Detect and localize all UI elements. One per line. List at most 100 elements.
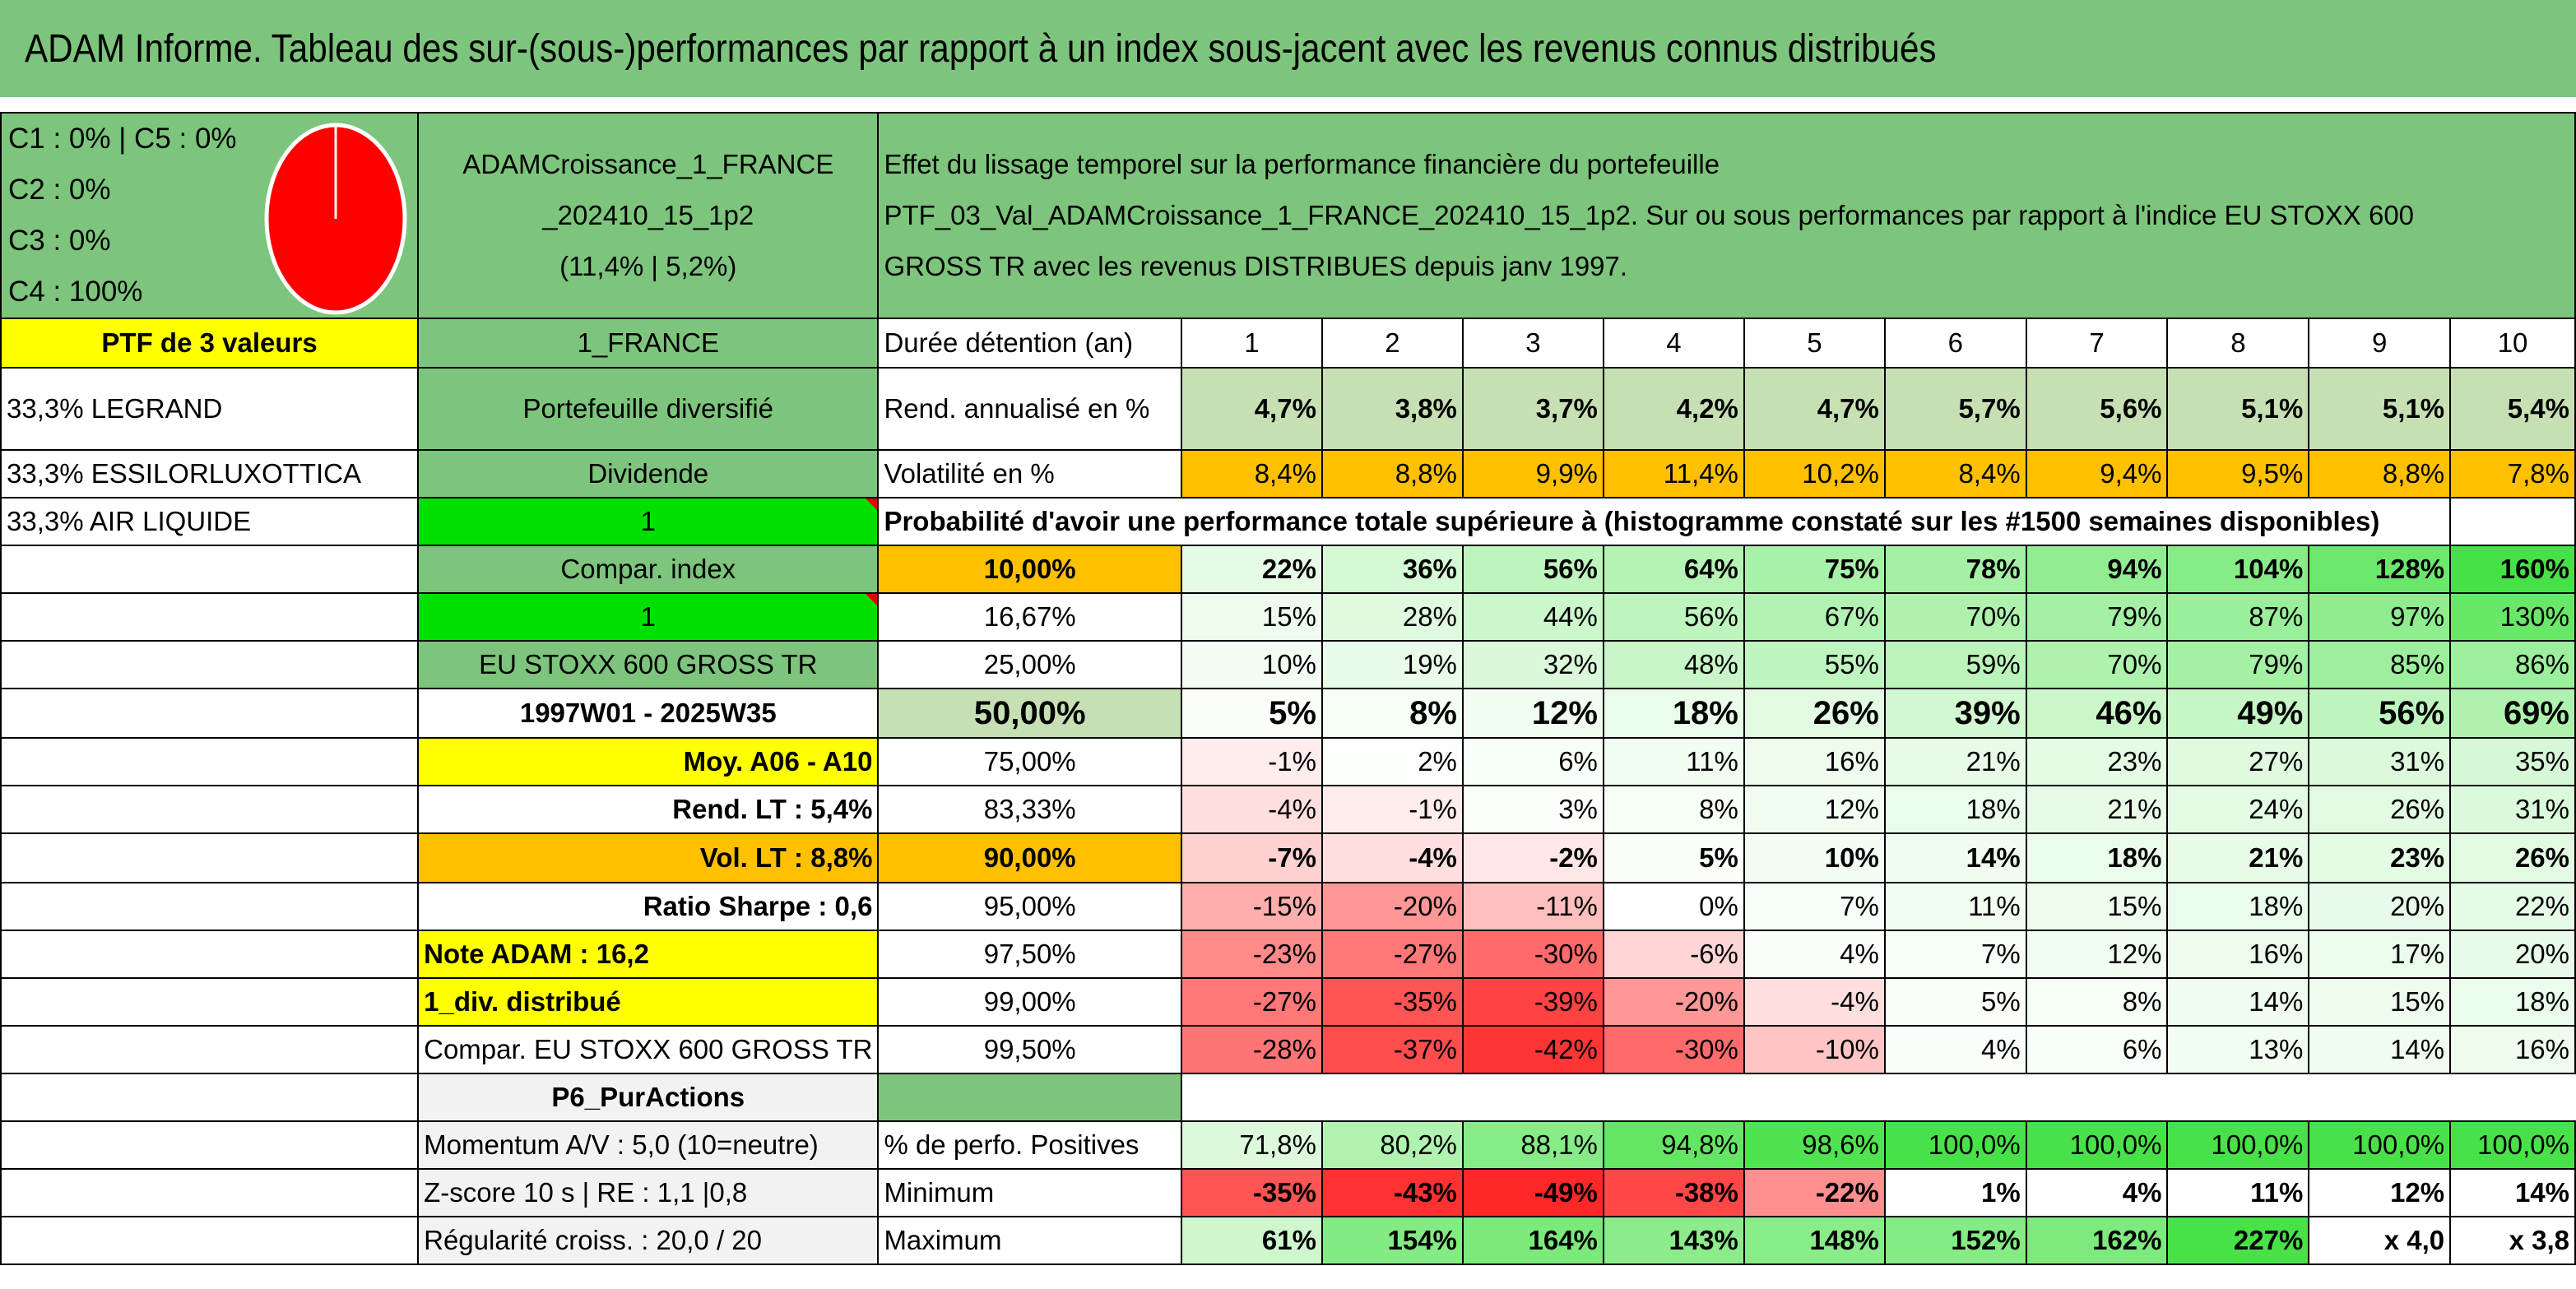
minimum-value: -38% xyxy=(1602,1168,1745,1217)
zscore-label: Z-score 10 s | RE : 1,1 |0,8 xyxy=(417,1168,880,1217)
minimum-value: 11% xyxy=(2166,1168,2310,1217)
quantile-value: 23% xyxy=(2308,832,2452,883)
volatility-value: 7,8% xyxy=(2449,449,2576,498)
table-row: Note ADAM : 16,2 97,50% -23% -27% -30% -6% 4% 7… xyxy=(0,930,2576,979)
holding-item: 33,3% LEGRAND xyxy=(0,367,420,451)
quantile-label: 95,00% xyxy=(877,882,1182,931)
quantile-value: -1% xyxy=(1320,785,1464,834)
portfolio-description-line: PTF_03_Val_ADAMCroissance_1_FRANCE_20241… xyxy=(884,200,2415,230)
sharpe-ratio: Ratio Sharpe : 0,6 xyxy=(417,882,880,931)
quantile-value: 39% xyxy=(1883,688,2027,739)
quantile-value: 94% xyxy=(2025,545,2169,594)
left-spacer xyxy=(0,832,420,883)
quantile-value: 20% xyxy=(2449,930,2576,979)
positive-value: 71,8% xyxy=(1180,1120,1323,1170)
table-row: P6_PurActions xyxy=(0,1073,2575,1122)
quantile-value: 8% xyxy=(1320,688,1464,739)
minimum-value: -49% xyxy=(1461,1168,1604,1217)
quantile-value: -4% xyxy=(1320,832,1464,883)
quantile-value: 16% xyxy=(2449,1025,2576,1074)
compar-index-label: Compar. index xyxy=(417,545,880,594)
ptf-count-label: PTF de 3 valeurs xyxy=(0,318,420,369)
quantile-value: 130% xyxy=(2449,592,2576,642)
allocation-legend-line: C4 : 100% xyxy=(8,276,143,308)
left-spacer xyxy=(0,977,420,1027)
table-row: Compar. EU STOXX 600 GROSS TR 99,50% -28% -… xyxy=(0,1025,2576,1074)
quantile-value: 22% xyxy=(1180,545,1323,594)
quantile-value: 26% xyxy=(1743,688,1886,739)
rendement-value: 5,1% xyxy=(2166,367,2310,451)
quantile-value: 11% xyxy=(1602,737,1745,786)
region-label: 1_FRANCE xyxy=(417,318,880,369)
quantile-value: 69% xyxy=(2449,688,2576,739)
quantile-label: 10,00% xyxy=(877,545,1182,594)
volatility-value: 8,8% xyxy=(1320,449,1464,498)
maximum-value: x 4,0 xyxy=(2308,1216,2452,1265)
quantile-value: -4% xyxy=(1743,977,1886,1027)
volatility-value: 9,5% xyxy=(2166,449,2310,498)
rendement-lt: Rend. LT : 5,4% xyxy=(417,785,880,834)
year-header: 9 xyxy=(2308,318,2452,369)
maximum-value: 162% xyxy=(2025,1216,2169,1265)
year-header: 4 xyxy=(1602,318,1745,369)
quantile-value: 44% xyxy=(1461,592,1604,642)
spacer-strip xyxy=(0,97,2576,112)
empty-cell xyxy=(1181,1073,2575,1121)
quantile-label: 25,00% xyxy=(877,640,1182,689)
quantile-label: 99,50% xyxy=(877,1025,1182,1074)
allocation-pie-chart xyxy=(263,122,408,317)
minimum-label: Minimum xyxy=(877,1168,1182,1217)
quantile-value: -42% xyxy=(1461,1025,1604,1074)
positive-value: 100,0% xyxy=(2025,1120,2169,1170)
quantile-value: 16% xyxy=(1743,737,1886,786)
table-row: PTF de 3 valeurs 1_FRANCE Durée détention … xyxy=(0,318,2576,369)
year-header: 2 xyxy=(1320,318,1464,369)
maximum-value: 152% xyxy=(1883,1216,2027,1265)
quantile-value: 26% xyxy=(2449,832,2576,883)
quantile-value: 49% xyxy=(2166,688,2310,739)
quantile-label: 83,33% xyxy=(877,785,1182,834)
left-spacer xyxy=(0,1073,420,1122)
year-header: 3 xyxy=(1461,318,1604,369)
quantile-value: 15% xyxy=(2025,882,2169,931)
quantile-value: 56% xyxy=(1602,592,1745,642)
dividend-value: 1 xyxy=(417,497,880,546)
portfolio-description: Effet du lissage temporel sur la perform… xyxy=(877,112,2576,319)
report-title-banner: ADAM Informe. Tableau des sur-(sous-)per… xyxy=(0,0,2576,97)
maximum-value: 154% xyxy=(1320,1216,1464,1265)
positive-value: 100,0% xyxy=(2308,1120,2452,1170)
quantile-value: 14% xyxy=(2308,1025,2452,1074)
rendement-value: 3,8% xyxy=(1320,367,1464,451)
quantile-value: 20% xyxy=(2308,882,2452,931)
table-row: 1997W01 - 2025W35 50,00% 5% 8% 12% 18% 26% 39% 4… xyxy=(0,688,2576,739)
moyenne-label: Moy. A06 - A10 xyxy=(417,737,880,786)
quantile-value: 67% xyxy=(1743,592,1886,642)
quantile-value: 16% xyxy=(2166,930,2310,979)
probability-header: Probabilité d'avoir une performance tota… xyxy=(877,497,2452,546)
quantile-value: 87% xyxy=(2166,592,2310,642)
quantile-value: 4% xyxy=(1743,930,1886,979)
quantile-value: 21% xyxy=(2166,832,2310,883)
volatility-value: 8,8% xyxy=(2308,449,2452,498)
quantile-value: 3% xyxy=(1461,785,1604,834)
volatility-value: 10,2% xyxy=(1743,449,1886,498)
dividend-label: Dividende xyxy=(417,449,880,498)
minimum-value: 14% xyxy=(2449,1168,2576,1217)
volatility-lt: Vol. LT : 8,8% xyxy=(417,832,880,883)
rendement-value: 5,1% xyxy=(2308,367,2452,451)
minimum-value: -43% xyxy=(1320,1168,1464,1217)
table-row: Rend. LT : 5,4% 83,33% -4% -1% 3% 8% 12% 18% 21%… xyxy=(0,785,2576,834)
table-row: 33,3% LEGRAND Portefeuille diversifié Rend… xyxy=(0,367,2576,451)
quantile-value: -23% xyxy=(1180,930,1323,979)
left-spacer xyxy=(0,1216,420,1265)
quantile-value: 6% xyxy=(1461,737,1604,786)
quantile-value: 56% xyxy=(2308,688,2452,739)
maximum-value: 143% xyxy=(1602,1216,1745,1265)
left-spacer xyxy=(0,592,420,642)
green-block xyxy=(877,1073,1182,1122)
quantile-value: -7% xyxy=(1180,832,1323,883)
quantile-value: 24% xyxy=(2166,785,2310,834)
quantile-value: 23% xyxy=(2025,737,2169,786)
holding-item: 33,3% ESSILORLUXOTTICA xyxy=(0,449,420,498)
quantile-value: 97% xyxy=(2308,592,2452,642)
